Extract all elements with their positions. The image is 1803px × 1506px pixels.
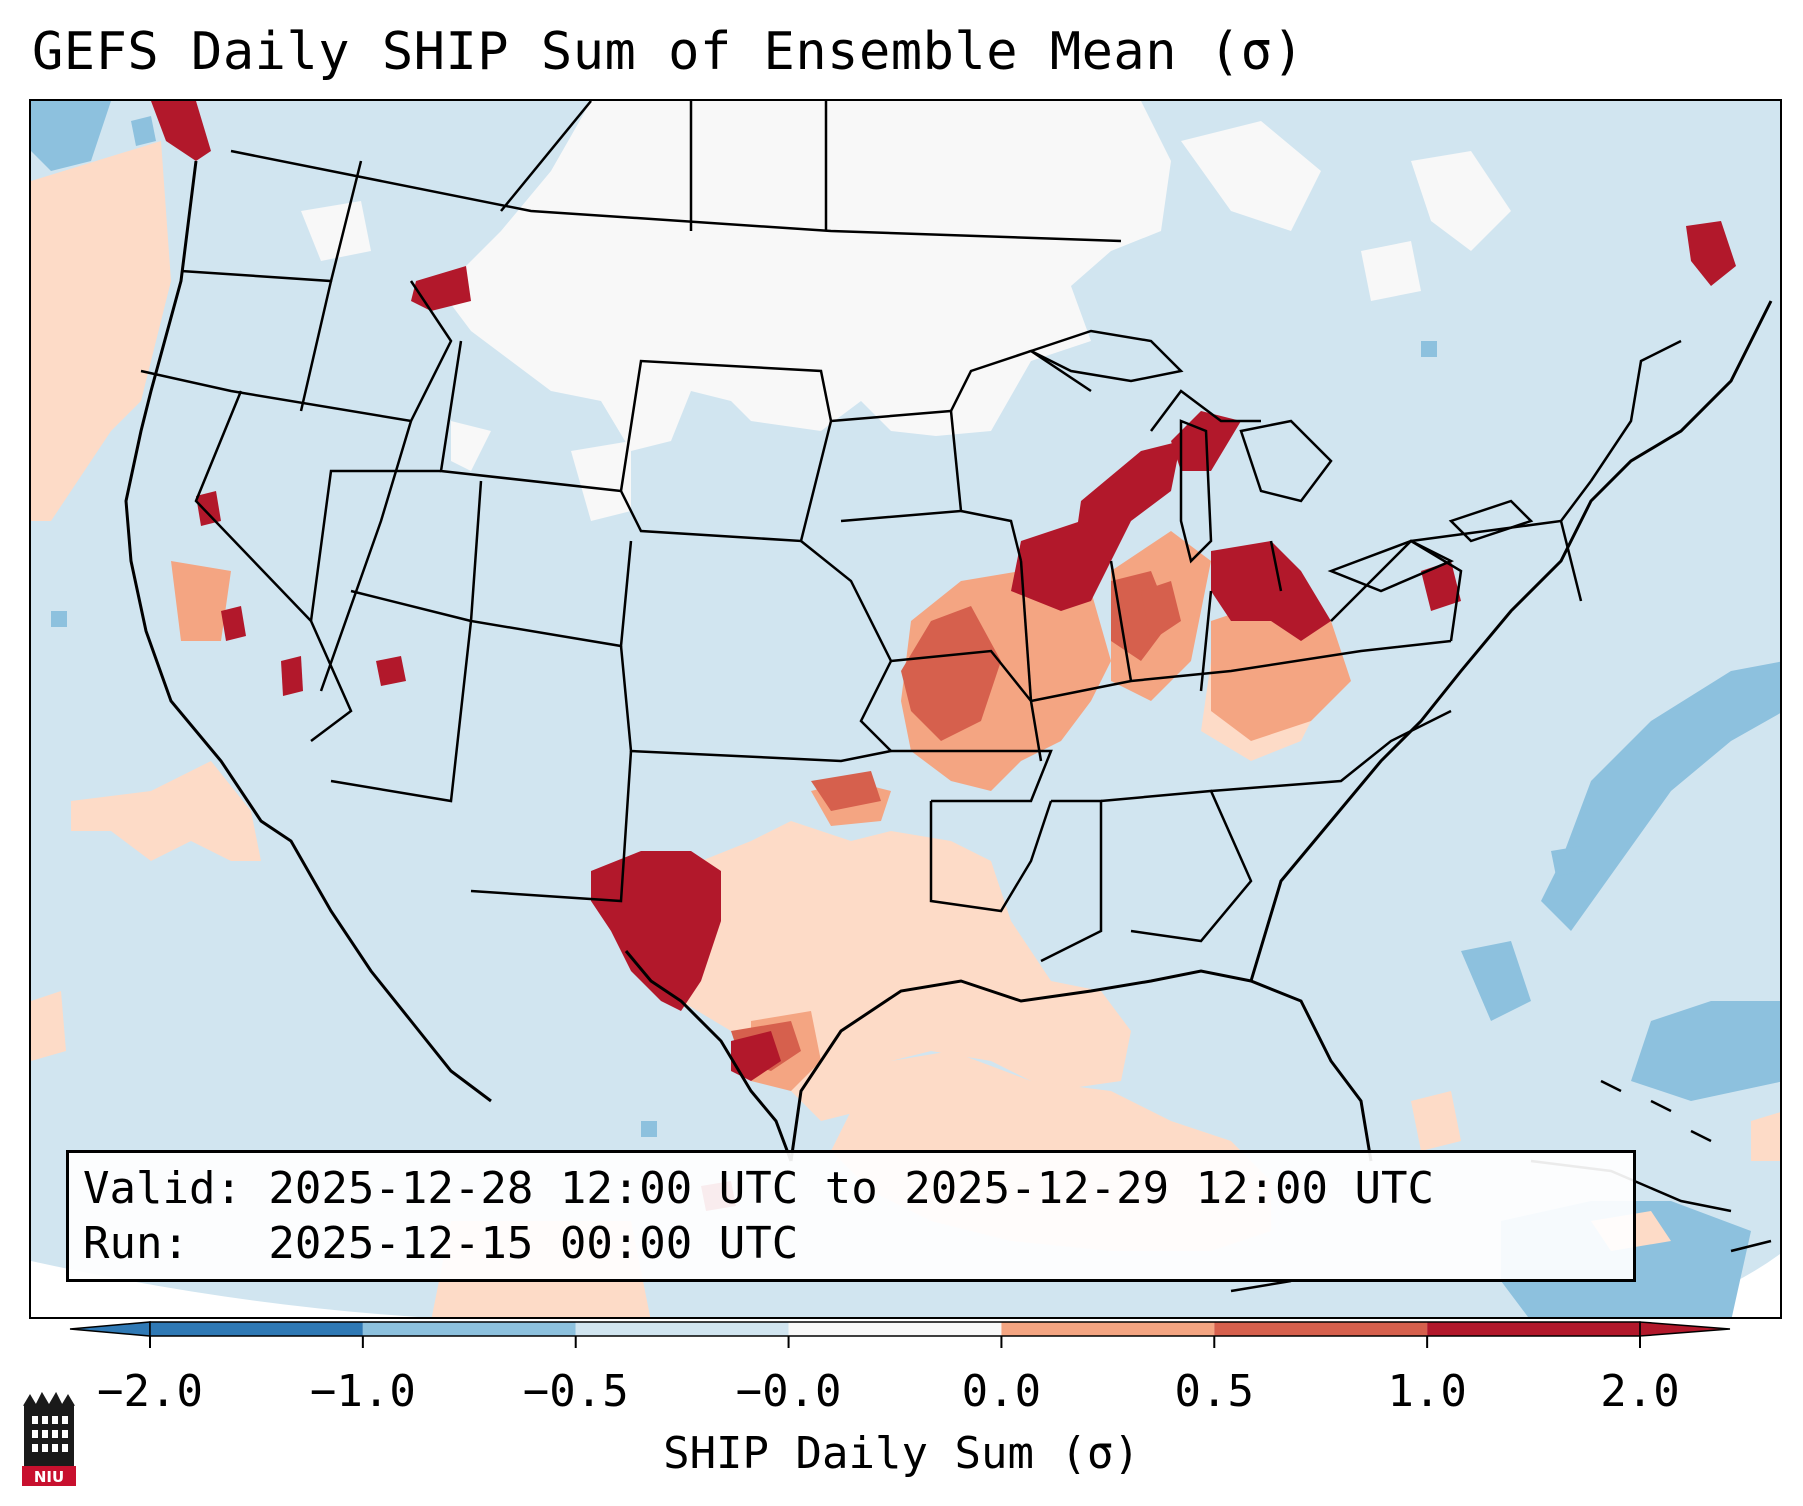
colorbar-cell: [1214, 1322, 1428, 1336]
map-canvas[interactable]: [31, 101, 1782, 1319]
colorbar-cell: [1427, 1322, 1640, 1336]
colorbar-tick-label: 0.0: [961, 1366, 1042, 1417]
colorbar: [69, 1321, 1731, 1348]
colorbar-cell: [788, 1322, 1002, 1336]
colorbar-tick-label: −2.0: [97, 1366, 203, 1417]
colorbar-cell: [362, 1322, 576, 1336]
near-zero-region: [301, 101, 1511, 521]
colorbar-outline: [149, 1321, 1641, 1337]
coastline: [124, 160, 1773, 1162]
great-lakes: [1027, 329, 1534, 593]
colorbar-tick-label: 1.0: [1387, 1366, 1467, 1417]
domain-edge-right: [1633, 1253, 1780, 1317]
colorbar-cell: [1001, 1322, 1215, 1336]
state-borders: [140, 101, 1682, 963]
high-moderate-regions: [731, 571, 1181, 1071]
colorbar-tick-label: −0.0: [735, 1366, 842, 1417]
colorbar-tick-label: −1.0: [309, 1366, 416, 1417]
colorbar-cell: [150, 1322, 363, 1336]
university-tower-icon: NIU: [22, 1392, 76, 1486]
colorbar-tick-label: −0.5: [522, 1366, 629, 1417]
colorbar-cells: [69, 1321, 1731, 1348]
logo-text: NIU: [34, 1468, 64, 1486]
valid-time-box: Valid: 2025-12-28 12:00 UTC to 2025-12-2…: [66, 1150, 1636, 1282]
run-time-line: Run: 2025-12-15 00:00 UTC: [83, 1218, 799, 1269]
high-positive-regions: [151, 101, 1736, 1211]
colorbar-extend-high: [1639, 1321, 1731, 1337]
colorbar-tick-label: 0.5: [1174, 1366, 1255, 1417]
colorbar-tick-label: 2.0: [1600, 1366, 1680, 1417]
colorbar-extend-low: [69, 1321, 151, 1337]
valid-time-line: Valid: 2025-12-28 12:00 UTC to 2025-12-2…: [83, 1163, 1435, 1214]
domain-edge-left: [31, 1261, 419, 1317]
page-title: GEFS Daily SHIP Sum of Ensemble Mean (σ): [32, 22, 1305, 82]
colorbar-label: SHIP Daily Sum (σ): [663, 1428, 1140, 1479]
colorbar-cell: [575, 1322, 789, 1336]
map-panel[interactable]: [29, 99, 1782, 1319]
